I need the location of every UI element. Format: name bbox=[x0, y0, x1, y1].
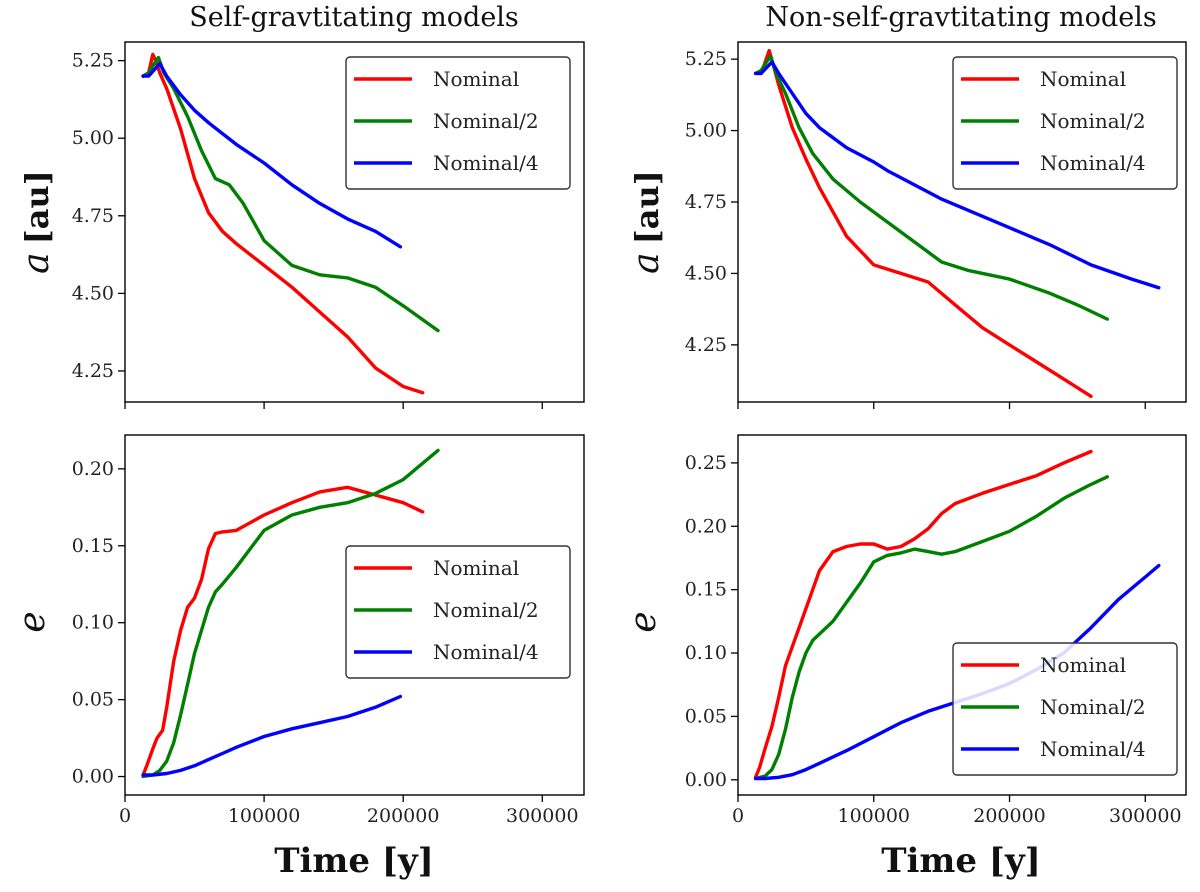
y-tick-label: 4.50 bbox=[685, 262, 727, 284]
y-tick-label: 4.50 bbox=[72, 282, 114, 304]
y-axis-label-sg-a: a [au] bbox=[16, 170, 57, 274]
axes-frame bbox=[124, 41, 585, 403]
y-tick-label: 5.00 bbox=[685, 120, 727, 142]
series-line-nominal-4 bbox=[753, 563, 1161, 781]
series-line-nominal bbox=[141, 485, 425, 777]
legend-label: Nominal bbox=[1040, 653, 1126, 677]
x-tick-label: 0 bbox=[119, 805, 131, 827]
axes-frame bbox=[737, 434, 1187, 796]
legend-box bbox=[952, 642, 1178, 776]
y-axis-label-sg-e: e bbox=[12, 611, 53, 632]
legend-label: Nominal bbox=[1040, 67, 1126, 91]
y-label-unit: [au] bbox=[628, 170, 666, 244]
y-label-symbol: a bbox=[16, 252, 57, 273]
legend-label: Nominal bbox=[433, 556, 519, 580]
axes-frame bbox=[737, 41, 1187, 403]
x-axis-label-right: Time [y] bbox=[881, 841, 1041, 881]
x-tick-label: 100000 bbox=[228, 805, 301, 827]
x-tick-label: 200000 bbox=[973, 805, 1046, 827]
legend-label: Nominal/2 bbox=[433, 598, 539, 622]
y-tick-label: 4.25 bbox=[72, 360, 114, 382]
legend-box bbox=[345, 56, 571, 190]
panel-self-grav-semimajor-axis: 4.254.504.755.005.25NominalNominal/2Nomi… bbox=[72, 41, 585, 409]
y-tick-label: 0.20 bbox=[72, 458, 114, 480]
series-line-nominal-2 bbox=[141, 55, 440, 333]
y-tick-label: 4.25 bbox=[685, 334, 727, 356]
legend-box bbox=[345, 545, 571, 679]
y-tick-label: 0.00 bbox=[72, 766, 114, 788]
legend: Nominal Nominal/2 Nominal/4 bbox=[952, 642, 1178, 776]
series-line-nominal-4 bbox=[141, 62, 403, 249]
legend-label: Nominal/2 bbox=[1040, 695, 1146, 719]
svg-text:a[au]: a [au] bbox=[16, 170, 57, 274]
legend-label: Nominal/4 bbox=[433, 151, 539, 175]
y-tick-label: 0.00 bbox=[685, 769, 727, 791]
y-tick-label: 5.00 bbox=[72, 127, 114, 149]
svg-text:a[au]: a [au] bbox=[626, 170, 667, 274]
panel-title-non-self-grav: Non-self-gravtitating models bbox=[765, 2, 1156, 33]
series-line-nominal-2 bbox=[141, 448, 440, 779]
y-tick-label: 0.05 bbox=[72, 689, 114, 711]
x-tick-label: 200000 bbox=[367, 805, 440, 827]
y-axis-label-nsg-e: e bbox=[623, 611, 664, 632]
x-tick-label: 0 bbox=[732, 805, 744, 827]
series-line-nominal-2 bbox=[753, 54, 1110, 321]
series-line-nominal bbox=[753, 48, 1093, 398]
y-tick-label: 0.15 bbox=[685, 579, 727, 601]
x-tick-label: 300000 bbox=[1109, 805, 1182, 827]
y-label-unit: [au] bbox=[18, 170, 56, 244]
panel-non-self-grav-eccentricity: 0.00 0.05 0.10 0.15 0.20 0.25 0 100000 200000 300… bbox=[685, 434, 1187, 827]
y-tick-label: 0.15 bbox=[72, 535, 114, 557]
panel-title-self-grav: Self-gravtitating models bbox=[189, 2, 519, 33]
legend-box bbox=[952, 56, 1178, 190]
series-line-nominal bbox=[753, 449, 1093, 779]
panel-self-grav-eccentricity: 0.00 0.05 0.10 0.15 0.20 0 100000 200000 300000 N… bbox=[72, 434, 585, 827]
panel-non-self-grav-semimajor-axis: 4.254.504.755.005.25NominalNominal/2Nomi… bbox=[685, 41, 1187, 409]
y-tick-label: 0.10 bbox=[72, 612, 114, 634]
y-tick-label: 5.25 bbox=[685, 48, 727, 70]
y-tick-label: 4.75 bbox=[72, 205, 114, 227]
legend: Nominal Nominal/2 Nominal/4 bbox=[952, 56, 1178, 190]
y-axis-label-nsg-a: a [au] bbox=[626, 170, 667, 274]
legend-label: Nominal/2 bbox=[1040, 109, 1146, 133]
y-tick-label: 0.20 bbox=[685, 515, 727, 537]
legend: Nominal Nominal/2 Nominal/4 bbox=[345, 545, 571, 679]
y-tick-label: 0.10 bbox=[685, 642, 727, 664]
legend-label: Nominal/4 bbox=[1040, 737, 1146, 761]
legend: Nominal Nominal/2 Nominal/4 bbox=[345, 56, 571, 190]
y-tick-label: 0.05 bbox=[685, 705, 727, 727]
x-tick-label: 100000 bbox=[837, 805, 910, 827]
y-tick-label: 4.75 bbox=[685, 191, 727, 213]
y-tick-label: 5.25 bbox=[72, 50, 114, 72]
x-axis-label-left: Time [y] bbox=[274, 841, 434, 881]
legend-label: Nominal/2 bbox=[433, 109, 539, 133]
y-label-symbol: a bbox=[626, 252, 667, 273]
legend-label: Nominal bbox=[433, 67, 519, 91]
legend-label: Nominal/4 bbox=[433, 640, 539, 664]
series-line-nominal-2 bbox=[753, 475, 1110, 781]
y-tick-label: 0.25 bbox=[685, 452, 727, 474]
axes-frame bbox=[124, 434, 585, 796]
series-line-nominal-4 bbox=[753, 60, 1161, 290]
series-line-nominal-4 bbox=[141, 694, 403, 777]
legend-label: Nominal/4 bbox=[1040, 151, 1146, 175]
x-tick-label: 300000 bbox=[506, 805, 579, 827]
